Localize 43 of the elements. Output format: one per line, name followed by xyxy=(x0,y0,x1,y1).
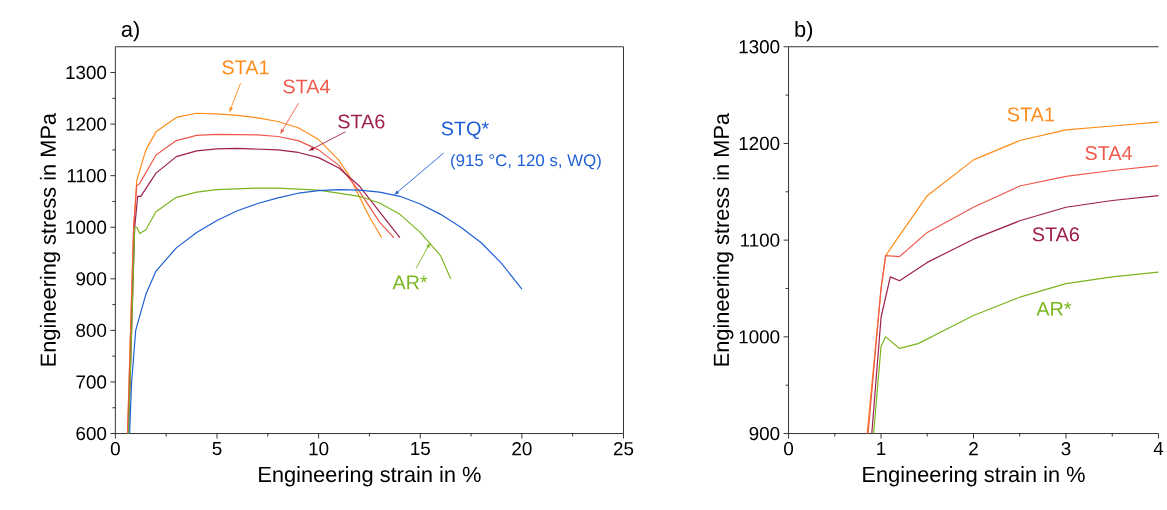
annotation: AR* xyxy=(392,275,428,290)
x-axis-title: Engineering strain in % xyxy=(259,466,481,487)
line-series xyxy=(127,187,452,435)
x-tick-label: 5 xyxy=(212,441,222,456)
y-tick-label: 1000 xyxy=(739,330,780,344)
x-tick-label: 2 xyxy=(969,441,978,456)
chart-title: b) xyxy=(795,20,813,42)
annotation: STA6 xyxy=(1032,227,1079,242)
y-tick-label: 600 xyxy=(76,426,107,441)
annotation: STA4 xyxy=(1085,146,1132,161)
x-tick-label: 15 xyxy=(411,441,430,456)
y-tick-label: 900 xyxy=(76,272,107,286)
x-tick-label: 25 xyxy=(613,441,634,456)
annotation: STA1 xyxy=(1007,107,1054,122)
x-axis-title: Engineering strain in % xyxy=(863,466,1085,487)
line-series xyxy=(873,271,1160,435)
annotation: AR* xyxy=(1036,301,1072,316)
y-axis-title: Engineering stress in MPa xyxy=(39,112,61,366)
x-tick-label: 20 xyxy=(512,441,532,456)
y-tick-label: 1200 xyxy=(739,136,780,151)
line-series xyxy=(128,188,523,435)
x-tick-label: 0 xyxy=(110,441,120,456)
annotation: STA4 xyxy=(283,79,330,94)
y-tick-label: 900 xyxy=(749,426,780,441)
y-axis-title: Engineering stress in MPa xyxy=(713,112,734,366)
y-tick-label: 1100 xyxy=(741,233,780,247)
chart-title: a) xyxy=(121,20,139,42)
y-tick-label: 700 xyxy=(76,375,107,389)
x-tick-label: 0 xyxy=(784,441,794,456)
annotation: STA1 xyxy=(222,60,269,75)
x-tick-label: 1 xyxy=(877,441,886,455)
y-tick-label: 1000 xyxy=(66,220,107,234)
y-tick-label: 1100 xyxy=(67,168,107,183)
y-tick-label: 1300 xyxy=(739,40,780,54)
annotation: (915 °C, 120 s, WQ) xyxy=(451,153,601,170)
y-tick-label: 800 xyxy=(76,323,107,338)
annotation: STQ* xyxy=(441,121,489,140)
y-tick-label: 1200 xyxy=(66,117,107,131)
y-tick-label: 1300 xyxy=(66,65,107,80)
annotation: STA6 xyxy=(338,114,385,129)
x-tick-label: 3 xyxy=(1061,441,1071,456)
x-tick-label: 10 xyxy=(309,441,329,456)
x-tick-label: 4 xyxy=(1153,441,1164,455)
